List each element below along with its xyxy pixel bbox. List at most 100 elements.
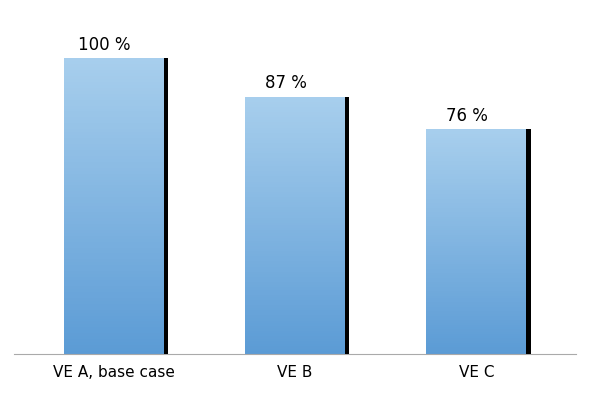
- Bar: [427, 291, 526, 293]
- Bar: [64, 307, 163, 310]
- Bar: [64, 186, 163, 188]
- Bar: [245, 215, 345, 217]
- Bar: [427, 156, 526, 158]
- Bar: [427, 217, 526, 219]
- Bar: [427, 302, 526, 305]
- Bar: [245, 197, 345, 200]
- Bar: [64, 298, 163, 301]
- Bar: [64, 233, 163, 236]
- Bar: [427, 264, 526, 266]
- Bar: [427, 228, 526, 230]
- Bar: [427, 300, 526, 302]
- Bar: [427, 278, 526, 280]
- Bar: [245, 256, 345, 259]
- Bar: [64, 203, 163, 206]
- Bar: [427, 181, 526, 183]
- Bar: [245, 284, 345, 287]
- Bar: [245, 153, 345, 156]
- Bar: [64, 239, 163, 242]
- Bar: [427, 206, 526, 208]
- Bar: [427, 199, 526, 201]
- Bar: [427, 167, 526, 170]
- Bar: [427, 197, 526, 199]
- Bar: [427, 262, 526, 264]
- Bar: [245, 182, 345, 184]
- Bar: [245, 297, 345, 300]
- Bar: [64, 120, 163, 123]
- Bar: [245, 200, 345, 202]
- Bar: [427, 284, 526, 286]
- Bar: [245, 158, 345, 161]
- Bar: [64, 304, 163, 307]
- Bar: [245, 102, 345, 104]
- Bar: [64, 88, 163, 91]
- Bar: [245, 125, 345, 128]
- Bar: [245, 292, 345, 295]
- Bar: [427, 147, 526, 149]
- Bar: [245, 241, 345, 243]
- Bar: [64, 162, 163, 165]
- Bar: [245, 140, 345, 143]
- Bar: [245, 115, 345, 117]
- Bar: [427, 282, 526, 284]
- Bar: [245, 217, 345, 220]
- Bar: [427, 260, 526, 262]
- Bar: [427, 174, 526, 177]
- Bar: [64, 106, 163, 108]
- Bar: [64, 123, 163, 126]
- Bar: [64, 274, 163, 277]
- Bar: [427, 253, 526, 255]
- Bar: [64, 316, 163, 318]
- Bar: [245, 112, 345, 115]
- Bar: [64, 64, 163, 67]
- Bar: [64, 330, 163, 333]
- Bar: [427, 165, 526, 167]
- Bar: [427, 132, 526, 134]
- Bar: [245, 128, 345, 130]
- Bar: [427, 145, 526, 147]
- Bar: [427, 240, 526, 242]
- Bar: [245, 333, 345, 336]
- Bar: [64, 221, 163, 224]
- Bar: [245, 236, 345, 238]
- Bar: [427, 251, 526, 253]
- Bar: [245, 151, 345, 153]
- Bar: [64, 58, 163, 61]
- Bar: [64, 73, 163, 76]
- Bar: [245, 254, 345, 256]
- Bar: [64, 295, 163, 298]
- Bar: [64, 100, 163, 102]
- Bar: [245, 318, 345, 321]
- Bar: [64, 182, 163, 186]
- Bar: [64, 91, 163, 94]
- Bar: [64, 147, 163, 150]
- Bar: [245, 238, 345, 241]
- Bar: [245, 110, 345, 112]
- Bar: [245, 156, 345, 158]
- Bar: [245, 308, 345, 310]
- Bar: [427, 255, 526, 257]
- Bar: [245, 323, 345, 326]
- Bar: [64, 283, 163, 286]
- Bar: [245, 161, 345, 164]
- Bar: [245, 331, 345, 333]
- Bar: [64, 209, 163, 212]
- Bar: [245, 130, 345, 133]
- Bar: [427, 190, 526, 192]
- Bar: [427, 320, 526, 323]
- Bar: [64, 212, 163, 215]
- Bar: [427, 289, 526, 291]
- Bar: [245, 313, 345, 316]
- Bar: [427, 257, 526, 260]
- Bar: [427, 224, 526, 226]
- Bar: [64, 327, 163, 330]
- Bar: [345, 97, 349, 354]
- Bar: [427, 242, 526, 244]
- Bar: [64, 292, 163, 295]
- Bar: [245, 179, 345, 182]
- Bar: [245, 225, 345, 228]
- Bar: [64, 135, 163, 138]
- Text: 87 %: 87 %: [265, 74, 307, 92]
- Bar: [427, 343, 526, 345]
- Bar: [64, 61, 163, 64]
